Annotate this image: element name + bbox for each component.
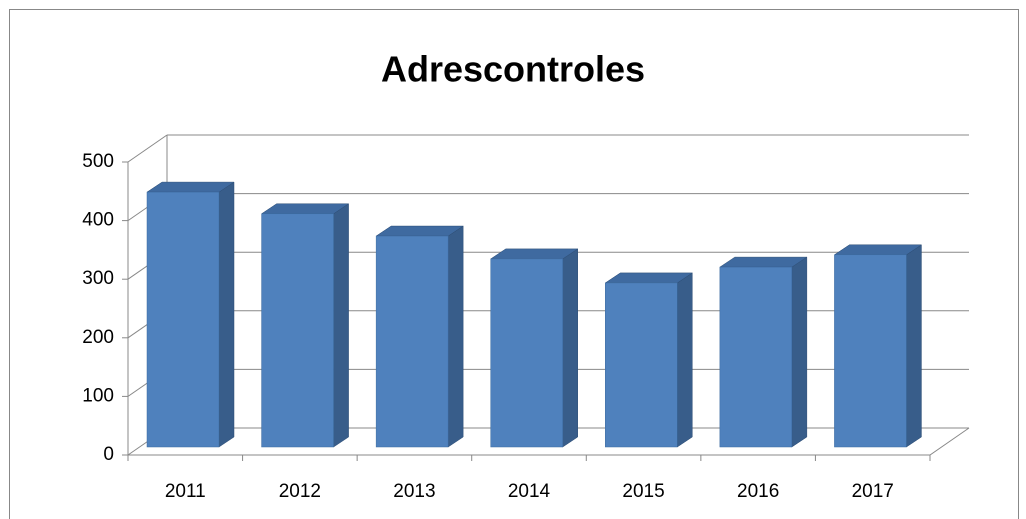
bar-top	[146, 181, 235, 193]
y-tick-label: 500	[82, 151, 114, 172]
bar	[261, 213, 334, 448]
x-tick-label: 2015	[622, 481, 664, 502]
bar-top	[375, 225, 464, 237]
bar-top	[260, 203, 350, 215]
chart-title: Adrescontroles	[381, 49, 645, 90]
bar-top	[833, 244, 923, 256]
bar-side	[906, 244, 922, 448]
x-tick-label: 2014	[508, 481, 551, 502]
bar-top	[604, 272, 694, 284]
x-tick-label: 2016	[737, 481, 779, 502]
y-tick-label: 100	[82, 385, 114, 406]
bar-side	[791, 256, 808, 448]
bar-top	[719, 256, 808, 268]
x-tick-label: 2017	[852, 481, 894, 502]
grid-line	[127, 134, 168, 163]
y-tick-label: 200	[82, 327, 114, 348]
bar	[375, 235, 449, 448]
bar	[146, 191, 220, 448]
x-tick-label: 2012	[279, 481, 321, 502]
bar-side	[447, 225, 464, 448]
x-tick-label: 2013	[393, 481, 435, 502]
bar-side	[218, 181, 235, 448]
bar-top	[489, 248, 579, 260]
x-tick-label: 2011	[165, 481, 206, 502]
bar-side	[677, 272, 693, 448]
y-tick-label: 300	[82, 268, 114, 289]
bar-side	[562, 248, 578, 448]
bar	[605, 282, 678, 448]
bar	[490, 258, 563, 448]
bar	[834, 254, 907, 448]
bar-side	[333, 203, 349, 448]
bar	[719, 266, 793, 448]
y-tick-label: 400	[82, 210, 114, 231]
y-tick-label: 0	[103, 444, 114, 465]
